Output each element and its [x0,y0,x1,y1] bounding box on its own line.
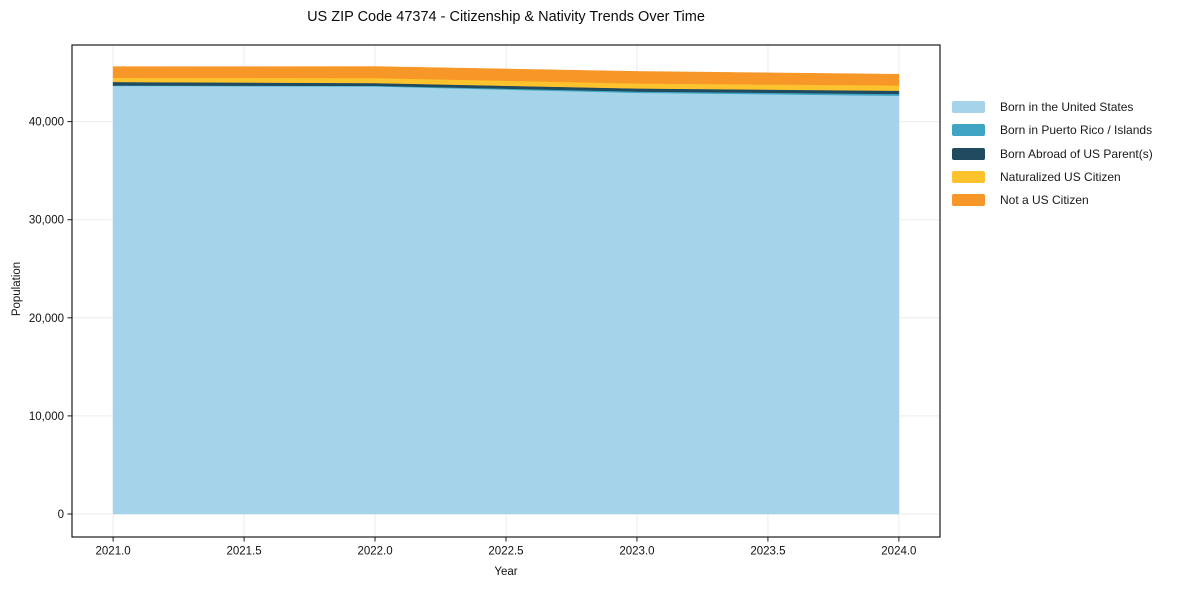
legend-item-born-in-the-united-states: Born in the United States [952,100,1153,114]
x-axis-title: Year [494,566,518,578]
legend-swatch-born-abroad-of-us-parents [952,147,985,160]
y-tick-label: 20,000 [29,313,64,325]
legend-item-naturalized-us-citizen: Naturalized US Citizen [952,169,1153,184]
legend-item-not-a-us-citizen: Not a US Citizen [952,193,1153,208]
area-born-in-the-united-states [112,85,900,515]
x-tick-label: 2023.0 [619,546,654,558]
x-tick-label: 2022.0 [357,546,392,558]
legend-label: Born in Puerto Rico / Islands [1000,123,1153,138]
y-tick-label: 10,000 [29,411,64,423]
y-tick-label: 30,000 [29,215,64,227]
legend-label: Born Abroad of US Parent(s) [1000,146,1153,161]
x-tick-label: 2024.0 [881,546,916,558]
legend-swatch-born-in-the-united-states [952,101,985,113]
y-axis-title: Population [11,261,23,317]
chart-title: US ZIP Code 47374 - Citizenship & Nativi… [307,9,705,25]
legend-label: Born in the United States [1000,100,1134,114]
x-tick-label: 2023.5 [750,546,785,558]
legend-label: Naturalized US Citizen [1000,169,1121,184]
legend-swatch-born-in-puerto-rico-islands [952,124,985,137]
x-tick-label: 2021.0 [96,546,131,558]
legend-swatch-naturalized-us-citizen [952,170,985,183]
legend-item-born-abroad-of-us-parents: Born Abroad of US Parent(s) [952,146,1153,161]
y-tick-label: 0 [58,509,64,521]
legend-swatch-not-a-us-citizen [952,194,985,207]
y-tick-label: 40,000 [29,117,64,129]
x-tick-label: 2022.5 [488,546,523,558]
legend-item-born-in-puerto-rico-islands: Born in Puerto Rico / Islands [952,123,1153,138]
legend: Born in the United States Born in Puerto… [952,100,1153,208]
area-not-a-us-citizen [112,66,900,86]
legend-label: Not a US Citizen [1000,193,1089,208]
x-tick-label: 2021.5 [226,546,261,558]
